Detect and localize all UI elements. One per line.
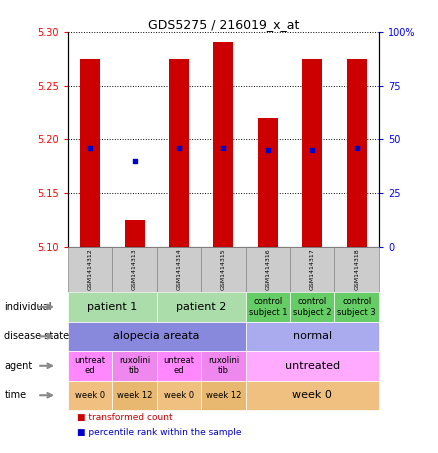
Title: GDS5275 / 216019_x_at: GDS5275 / 216019_x_at (148, 18, 299, 30)
Bar (346, 58, 367, 247)
Text: week 0: week 0 (164, 391, 194, 400)
Text: control
subject 2: control subject 2 (293, 297, 332, 317)
Text: week 0: week 0 (292, 390, 332, 400)
Bar (213, 43, 233, 247)
Text: patient 1: patient 1 (87, 302, 138, 312)
Text: ■ transformed count: ■ transformed count (77, 413, 172, 422)
Bar (258, 118, 278, 247)
Text: control
subject 1: control subject 1 (248, 297, 287, 317)
Text: GSM1414312: GSM1414312 (88, 249, 92, 290)
Text: GSM1414316: GSM1414316 (265, 249, 270, 290)
Bar (169, 58, 189, 247)
Text: untreat
ed: untreat ed (74, 356, 106, 376)
Point (176, 144, 183, 151)
Text: week 0: week 0 (75, 391, 105, 400)
Text: untreated: untreated (285, 361, 340, 371)
Text: control
subject 3: control subject 3 (337, 297, 376, 317)
Text: GSM1414315: GSM1414315 (221, 249, 226, 290)
Text: individual: individual (4, 302, 52, 312)
Text: ruxolini
tib: ruxolini tib (208, 356, 239, 376)
Text: GSM1414318: GSM1414318 (354, 249, 359, 290)
Text: normal: normal (293, 331, 332, 342)
Bar (302, 58, 322, 247)
Point (220, 144, 227, 151)
Point (87, 144, 94, 151)
Text: patient 2: patient 2 (176, 302, 226, 312)
Text: ■ percentile rank within the sample: ■ percentile rank within the sample (77, 428, 241, 437)
Text: GSM1414313: GSM1414313 (132, 249, 137, 290)
Text: alopecia areata: alopecia areata (113, 331, 200, 342)
Text: week 12: week 12 (206, 391, 241, 400)
Point (309, 146, 316, 154)
Text: untreat
ed: untreat ed (163, 356, 194, 376)
Text: time: time (4, 390, 27, 400)
Bar (80, 58, 100, 247)
Point (131, 157, 138, 164)
Text: GSM1414317: GSM1414317 (310, 249, 315, 290)
Text: disease state: disease state (4, 331, 70, 342)
Point (264, 146, 271, 154)
Text: week 12: week 12 (117, 391, 152, 400)
Text: ruxolini
tib: ruxolini tib (119, 356, 150, 376)
Text: agent: agent (4, 361, 32, 371)
Bar (124, 220, 145, 247)
Text: GSM1414314: GSM1414314 (177, 249, 181, 290)
Point (353, 144, 360, 151)
